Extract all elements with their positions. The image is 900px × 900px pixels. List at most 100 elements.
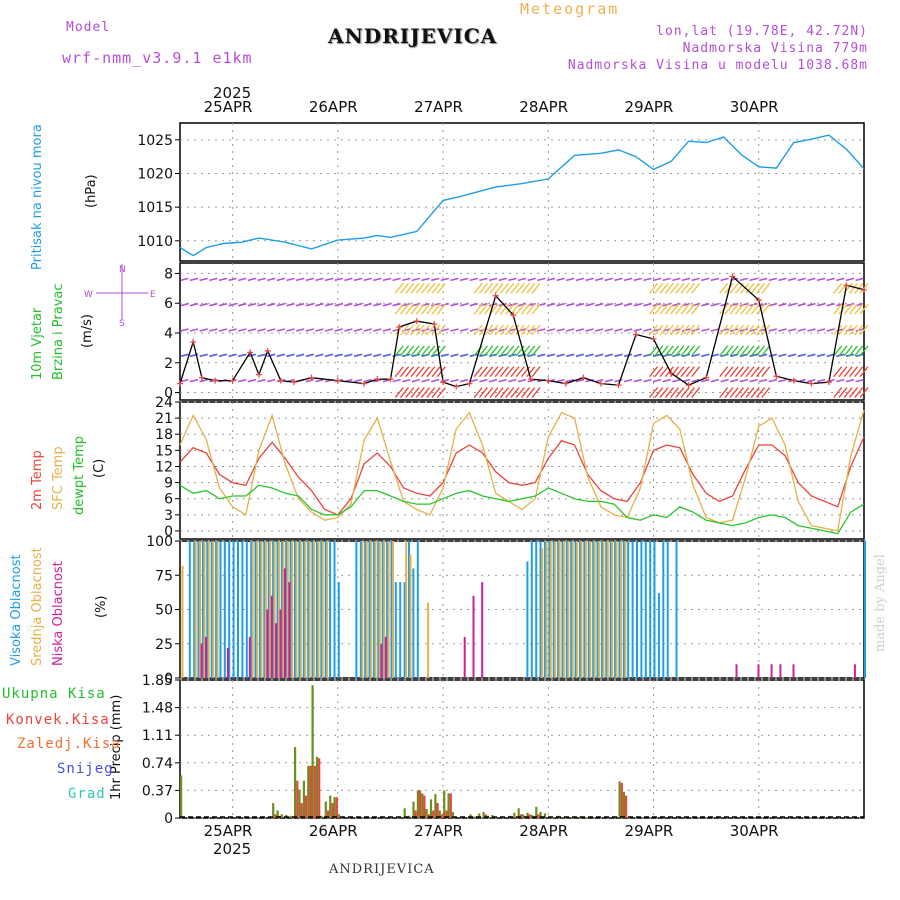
wind-arrow-strong: [526, 303, 536, 315]
cloud-bar-high: [399, 582, 402, 678]
temp-dewpt-line: [179, 484, 865, 535]
wind-arrow: [334, 353, 343, 358]
precip-bar-total: [403, 808, 406, 818]
wind-arrow-strong: [649, 387, 659, 398]
wind-arrow-strong: [478, 282, 488, 294]
wind-arrow-strong: [510, 282, 520, 294]
cloud-bar-high: [337, 582, 340, 678]
wind-arrow-strong: [761, 303, 771, 315]
wind-arrow: [459, 277, 469, 282]
cloud-bar-mid: [194, 541, 197, 678]
wind-arrow-strong: [521, 303, 531, 315]
precip-bar-convective: [445, 810, 448, 818]
wind-arrow-strong: [431, 345, 441, 357]
cloud-bar-low: [463, 636, 466, 678]
cloud-bar-mid: [571, 541, 574, 678]
wind-arrow: [180, 277, 189, 282]
y-tick-label: 3: [164, 508, 173, 524]
wind-arrow: [594, 353, 604, 358]
wind-arrow-strong: [848, 366, 858, 378]
wind-arrow-strong: [494, 366, 504, 378]
cloud-bar-mid: [282, 541, 285, 678]
wind-arrow-strong: [399, 282, 409, 294]
cloud-bar-high: [381, 541, 384, 678]
precip-bar-total: [280, 814, 283, 818]
cloud-bar-high: [574, 541, 577, 678]
y-tick-label: 1.11: [142, 728, 173, 744]
wind-arrow: [807, 353, 816, 358]
wind-arrow: [594, 277, 604, 282]
bottom-day-label: 29APR: [624, 822, 674, 840]
precip-bar-total: [513, 812, 516, 818]
wind-arrow: [604, 353, 614, 358]
cloud-bar-mid: [278, 541, 280, 678]
wind-arrow: [276, 353, 286, 358]
wind-gust-marker: [808, 380, 815, 387]
y-tick-label: 25: [155, 637, 173, 653]
wind-arrow: [479, 378, 488, 383]
wind-arrow: [286, 277, 295, 282]
wind-arrow-strong: [745, 282, 755, 294]
wind-arrow-strong: [670, 345, 680, 357]
wind-gust-marker: [247, 349, 254, 356]
cloud-bar-high: [530, 541, 533, 678]
wind-arrow: [440, 328, 450, 332]
cloud-bar-mid: [405, 541, 408, 678]
wind-arrow-strong: [691, 345, 701, 357]
wind-arrow-strong: [410, 345, 420, 357]
wind-arrow: [643, 277, 652, 282]
wind-arrow: [691, 378, 700, 383]
wind-arrow: [720, 378, 729, 383]
wind-arrow: [845, 302, 855, 307]
precip-bar-total: [307, 765, 310, 818]
wind-arrow-strong: [740, 324, 750, 336]
wind-arrow-strong: [761, 345, 771, 357]
cloud-bar-mid: [304, 541, 307, 678]
precip-bar-total: [337, 814, 340, 818]
bottom-day-label: 26APR: [308, 822, 358, 840]
wind-arrow: [575, 353, 585, 358]
wind-arrow-strong: [510, 324, 520, 336]
precip-bar-convective: [625, 795, 628, 818]
cloud-bar-high: [372, 541, 375, 678]
wind-arrow: [768, 353, 777, 358]
wind-arrow: [498, 353, 507, 358]
wind-arrow-strong: [664, 324, 674, 336]
wind-gust-marker: [374, 376, 381, 383]
wind-arrow-strong: [680, 387, 690, 398]
wind-arrow-strong: [750, 282, 760, 294]
wind-arrow-strong: [675, 366, 685, 378]
cloud-bar-high: [311, 541, 314, 678]
wind-arrow-strong: [405, 303, 415, 315]
wind-arrow-strong: [670, 282, 680, 294]
wind-arrow-strong: [838, 324, 848, 336]
wind-arrow: [189, 378, 199, 383]
wind-arrow: [614, 353, 623, 358]
precip-bar-convective: [414, 810, 417, 818]
wind-arrow-strong: [436, 387, 446, 398]
cloud-bar-mid: [378, 541, 381, 678]
wind-arrow-strong: [415, 303, 425, 315]
wind-arrow-strong: [664, 282, 674, 294]
wind-arrow-strong: [531, 282, 541, 294]
wind-arrow: [238, 328, 247, 332]
wind-arrow-strong: [505, 345, 515, 357]
wind-arrow: [267, 302, 276, 307]
wind-arrow: [778, 328, 787, 332]
cloud-bar-high: [535, 541, 538, 678]
compass-w: W: [84, 290, 93, 300]
wind-arrow: [556, 378, 565, 383]
wind-arrow-strong: [478, 303, 488, 315]
y-tick-label: 1025: [137, 133, 173, 149]
wind-arrow: [459, 353, 469, 358]
compass-s: S: [119, 319, 125, 328]
wind-arrow-strong: [745, 366, 755, 378]
y-tick-label: 50: [155, 603, 173, 619]
wind-arrow-strong: [761, 366, 771, 378]
precip-bar-total: [438, 810, 441, 818]
wind-arrow-strong: [750, 387, 760, 398]
wind-arrow: [286, 328, 295, 332]
wind-arrow: [421, 378, 430, 383]
cloud-bar-high: [250, 541, 253, 678]
wind-arrow-strong: [685, 303, 695, 315]
